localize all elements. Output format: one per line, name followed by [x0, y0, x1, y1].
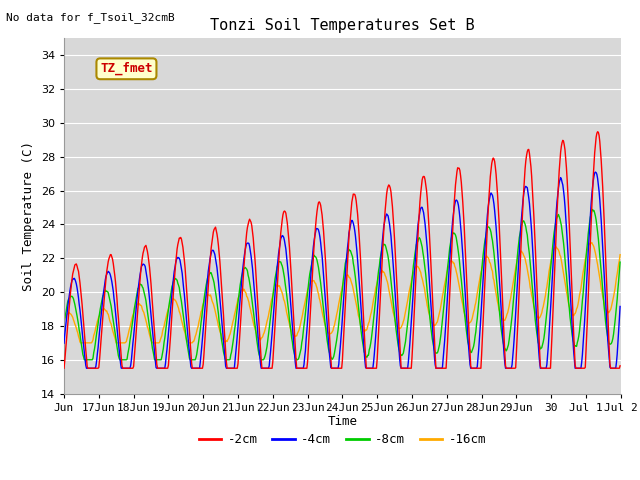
Title: Tonzi Soil Temperatures Set B: Tonzi Soil Temperatures Set B	[210, 18, 475, 33]
Text: TZ_fmet: TZ_fmet	[100, 62, 153, 75]
Legend: -2cm, -4cm, -8cm, -16cm: -2cm, -4cm, -8cm, -16cm	[194, 428, 491, 451]
X-axis label: Time: Time	[328, 415, 357, 429]
Y-axis label: Soil Temperature (C): Soil Temperature (C)	[22, 141, 35, 291]
Text: No data for f_Tsoil_32cmB: No data for f_Tsoil_32cmB	[6, 12, 175, 23]
